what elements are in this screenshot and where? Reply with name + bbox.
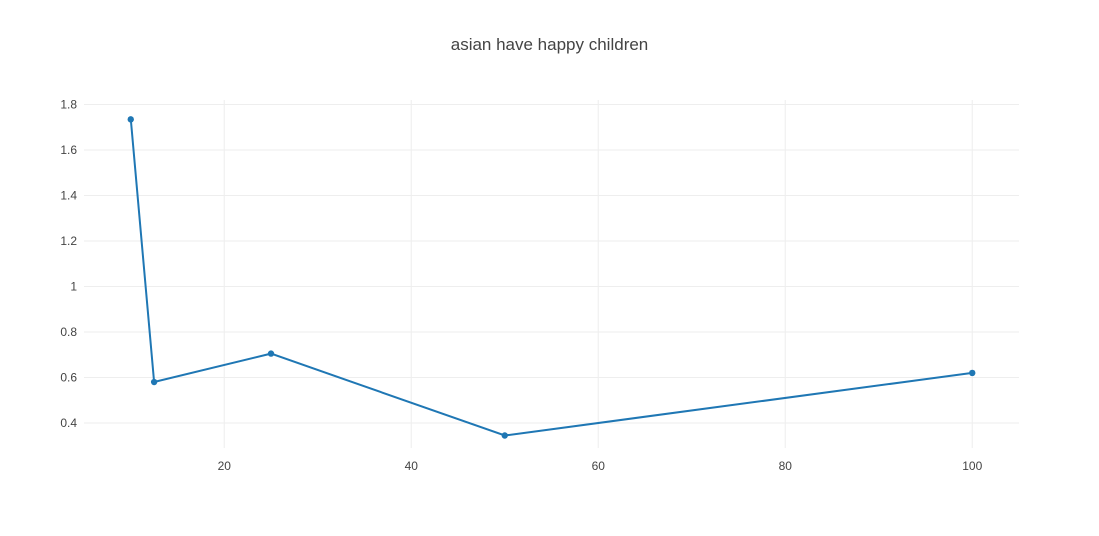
chart-title: asian have happy children xyxy=(451,35,649,54)
series-line xyxy=(129,119,973,437)
x-tick-label: 100 xyxy=(962,459,982,473)
data-point[interactable] xyxy=(501,432,508,439)
y-tick-label: 1.6 xyxy=(60,143,77,157)
x-tick-label: 60 xyxy=(592,459,606,473)
y-tick-label: 0.8 xyxy=(60,325,77,339)
x-tick-label: 40 xyxy=(405,459,419,473)
x-tick-label: 80 xyxy=(779,459,793,473)
y-gridlines xyxy=(84,104,1019,424)
data-point[interactable] xyxy=(150,378,158,386)
y-tick-label: 1.4 xyxy=(60,189,77,203)
y-tick-label: 1.8 xyxy=(60,98,77,112)
x-tick-labels: 20 40 60 80 100 xyxy=(218,459,983,473)
y-tick-label: 0.6 xyxy=(60,370,77,384)
y-tick-label: 1.2 xyxy=(60,234,77,248)
x-tick-label: 20 xyxy=(218,459,232,473)
y-tick-label: 1 xyxy=(70,280,77,294)
x-gridlines xyxy=(223,100,973,448)
y-tick-labels: 0.4 0.6 0.8 1 1.2 1.4 1.6 1.8 xyxy=(60,98,77,430)
data-point[interactable] xyxy=(267,350,275,357)
data-point[interactable] xyxy=(969,369,976,377)
series-layer xyxy=(127,116,976,439)
y-tick-label: 0.4 xyxy=(60,416,77,430)
data-point[interactable] xyxy=(127,116,134,123)
